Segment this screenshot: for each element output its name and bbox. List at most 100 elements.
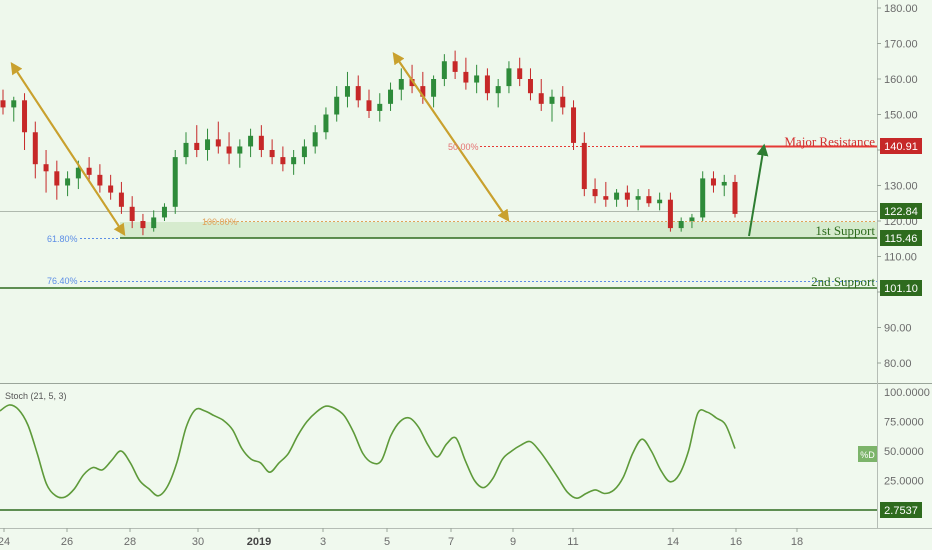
candle-body-bear [129,206,135,221]
fib-50-label: 50.00% [448,142,479,152]
candle-body-bear [43,164,49,172]
candle-body-bear [452,61,458,72]
candle-body-bull [205,139,211,150]
candles-group [0,50,738,236]
candle-body-bear [667,199,673,229]
time-tick-label: 7 [448,536,454,548]
candle-body-bear [118,192,124,207]
resistance-price-tag: 140.91 [880,138,922,154]
candle-body-bear [355,86,361,101]
candle-body-bull [614,192,620,200]
price-pane [0,0,877,383]
time-tick-label: 14 [667,536,679,548]
fib-100-label: 100.00% [202,217,238,227]
time-tick-label: 16 [730,536,742,548]
second-support-price-tag: 101.10 [880,280,922,296]
candle-body-bull [11,100,17,108]
candle-body-bull [377,103,383,111]
candle-body-bear [592,189,598,197]
candle-body-bull [474,75,480,83]
candle-body-bull [334,96,340,115]
stoch-tick-label: 100.0000 [884,387,930,399]
candle-body-bull [635,196,641,200]
stoch-last-value-tag: 2.7537 [880,502,922,518]
candle-body-bear [258,135,264,150]
candle-body-bull [700,178,706,218]
candle-body-bear [463,71,469,83]
price-tick-label: 80.00 [884,358,912,370]
candle-body-bull [65,178,71,186]
candle-body-bear [581,142,587,190]
price-tick-label: 130.00 [884,181,918,193]
second-support-label: 2nd Support [811,274,875,289]
stoch-axis-ticks: 100.0000 75.0000 50.0000 25.0000 [884,387,930,488]
candle-body-bear [108,185,114,193]
candle-body-bull [323,114,329,133]
support-zone [120,222,877,238]
major-resistance-label: Major Resistance [784,134,875,149]
candle-body-bull [388,89,394,104]
time-tick-label: 3 [320,536,326,548]
candle-body-bull [431,79,437,97]
stoch-legend-badge: %D [858,446,877,462]
candle-body-bull [172,157,178,207]
price-tick-label: 90.00 [884,323,912,335]
candle-body-bear [517,68,523,79]
time-tick-label: 28 [124,536,136,548]
candle-body-bull [301,146,307,158]
candle-body-bull [657,199,663,204]
stoch-last-value-text: 2.7537 [884,505,918,517]
stoch-title: Stoch (21, 5, 3) [5,391,67,401]
candle-body-bull [721,181,727,186]
candle-body-bear [54,171,60,186]
candle-body-bull [689,217,695,221]
current-price-text: 122.84 [884,206,918,218]
time-tick-label: 18 [791,536,803,548]
swing-arrow-down-right [11,63,126,237]
candle-body-bull [248,135,254,147]
candle-body-bull [161,206,167,218]
price-tick-label: 110.00 [884,252,917,264]
candle-body-bull [237,146,243,154]
price-tick-label: 170.00 [884,39,918,51]
candle-body-bear [571,107,577,143]
first-support-label: 1st Support [815,223,875,238]
price-tick-label: 160.00 [884,74,918,86]
candle-body-bull [312,132,318,147]
candle-body-bear [409,79,415,87]
price-tick-label: 150.00 [884,110,918,122]
candle-body-bull [506,68,512,87]
time-tick-label: 9 [510,536,516,548]
time-tick-label: 2019 [247,536,271,548]
candle-body-bull [151,217,157,229]
time-axis-ticks: 24 26 28 30 2019 3 5 7 9 11 14 16 18 [0,528,803,548]
stoch-legend-text: %D [860,450,875,460]
candle-body-bear [527,79,533,94]
time-tick-label: 5 [384,536,390,548]
stoch-tick-label: 50.0000 [884,446,924,458]
candle-body-bear [280,157,286,165]
current-price-tag: 122.84 [880,203,922,219]
candle-body-bear [366,100,372,111]
candle-body-bear [603,196,609,200]
candle-body-bear [32,132,38,165]
candle-body-bear [97,174,103,186]
projection-arrow-up [748,143,769,237]
candle-body-bull [441,61,447,79]
candle-body-bear [269,150,275,158]
swing-arrow-down-right-2 [393,53,510,222]
stoch-tick-label: 75.0000 [884,417,924,429]
time-tick-label: 11 [567,536,578,548]
price-tick-label: 180.00 [884,3,918,15]
candle-body-bull [183,142,189,158]
candle-body-bear [732,181,738,214]
fib-618-label: 61.80% [47,234,78,244]
candle-body-bull [549,96,555,104]
candle-body-bull [495,86,501,94]
candle-body-bear [194,142,200,150]
candle-body-bull [75,167,81,179]
candle-body-bull [291,157,297,165]
fib-764-label: 76.40% [47,276,78,286]
